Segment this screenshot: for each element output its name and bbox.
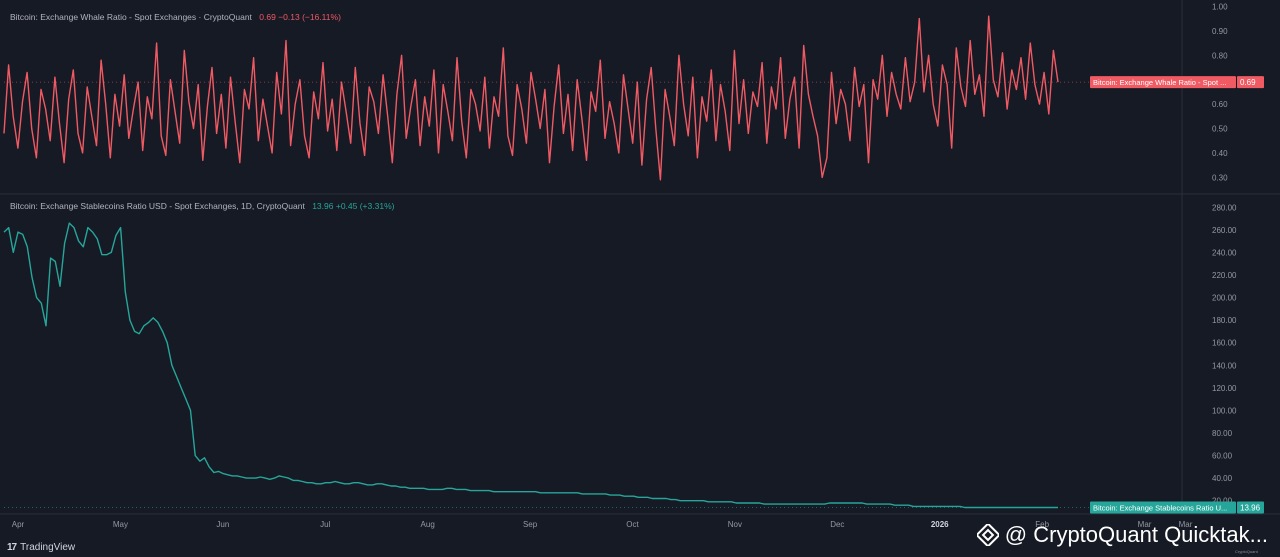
whale-price-label-box bbox=[1090, 76, 1236, 89]
tradingview-logo[interactable]: 17 TradingView bbox=[7, 542, 75, 553]
x-tick-label: Jul bbox=[320, 520, 330, 529]
tradingview-icon: 17 bbox=[7, 542, 17, 553]
whale-price-label-text: Bitcoin: Exchange Whale Ratio - Spot ... bbox=[1093, 78, 1226, 87]
x-tick-label: 2026 bbox=[931, 520, 949, 529]
y-tick-label: 260.00 bbox=[1212, 226, 1237, 235]
watermark-text: @ CryptoQuant Quicktak... bbox=[1004, 522, 1268, 547]
y-tick-label: 0.40 bbox=[1212, 149, 1228, 158]
stablecoins-ratio-change: +0.45 (+3.31%) bbox=[335, 201, 395, 211]
y-tick-label: 160.00 bbox=[1212, 339, 1237, 348]
x-tick-label: Dec bbox=[830, 520, 844, 529]
x-tick-label: Apr bbox=[12, 520, 25, 529]
y-tick-label: 240.00 bbox=[1212, 248, 1237, 257]
stable-price-value-text: 13.96 bbox=[1240, 504, 1261, 513]
x-tick-label: May bbox=[113, 520, 128, 529]
y-tick-label: 0.60 bbox=[1212, 100, 1228, 109]
stablecoins-ratio-title: Bitcoin: Exchange Stablecoins Ratio USD … bbox=[10, 201, 394, 211]
y-tick-label: 20.00 bbox=[1212, 497, 1233, 506]
x-tick-label: Aug bbox=[421, 520, 435, 529]
y-tick-label: 180.00 bbox=[1212, 316, 1237, 325]
whale-series-line bbox=[3, 15, 1059, 181]
binance-diamond-icon bbox=[976, 524, 999, 546]
y-tick-label: 280.00 bbox=[1212, 203, 1237, 212]
y-tick-label: 40.00 bbox=[1212, 474, 1233, 483]
whale-price-value-box bbox=[1237, 76, 1264, 89]
x-tick-label: Jun bbox=[216, 520, 229, 529]
y-tick-label: 120.00 bbox=[1212, 384, 1237, 393]
y-tick-label: 60.00 bbox=[1212, 452, 1233, 461]
y-tick-label: 1.00 bbox=[1212, 2, 1228, 11]
watermark: @ CryptoQuant Quicktak... bbox=[976, 522, 1268, 548]
x-tick-label: Mar bbox=[1179, 520, 1193, 529]
y-tick-label: 0.50 bbox=[1212, 125, 1228, 134]
stable-series-line bbox=[3, 222, 1058, 509]
x-tick-label: Mar bbox=[1138, 520, 1152, 529]
whale-price-value-text: 0.69 bbox=[1240, 78, 1256, 87]
x-tick-label: Oct bbox=[626, 520, 639, 529]
x-tick-label: Feb bbox=[1035, 520, 1049, 529]
y-tick-label: 140.00 bbox=[1212, 361, 1237, 370]
whale-ratio-value: 0.69 bbox=[259, 12, 276, 22]
whale-ratio-change: −0.13 (−16.11%) bbox=[278, 12, 341, 22]
cryptoquant-credit: CryptoQuant bbox=[1235, 549, 1258, 554]
y-tick-label: 220.00 bbox=[1212, 271, 1237, 280]
whale-ratio-name: Bitcoin: Exchange Whale Ratio - Spot Exc… bbox=[10, 12, 252, 22]
y-tick-label: 0.90 bbox=[1212, 27, 1228, 36]
tradingview-label: TradingView bbox=[20, 542, 76, 553]
y-tick-label: 0.80 bbox=[1212, 51, 1228, 60]
y-tick-label: 0.30 bbox=[1212, 173, 1228, 182]
y-tick-label: 200.00 bbox=[1212, 294, 1237, 303]
whale-ratio-title: Bitcoin: Exchange Whale Ratio - Spot Exc… bbox=[10, 12, 341, 22]
stable-price-label-box bbox=[1090, 501, 1236, 514]
stablecoins-ratio-name: Bitcoin: Exchange Stablecoins Ratio USD … bbox=[10, 201, 305, 211]
x-tick-label: Sep bbox=[523, 520, 538, 529]
y-tick-label: 80.00 bbox=[1212, 429, 1233, 438]
stable-price-value-box bbox=[1237, 501, 1264, 514]
stable-price-label-text: Bitcoin: Exchange Stablecoins Ratio U... bbox=[1093, 504, 1227, 513]
y-tick-label: 100.00 bbox=[1212, 406, 1237, 415]
stablecoins-ratio-value: 13.96 bbox=[312, 201, 334, 211]
x-tick-label: Nov bbox=[728, 520, 742, 529]
